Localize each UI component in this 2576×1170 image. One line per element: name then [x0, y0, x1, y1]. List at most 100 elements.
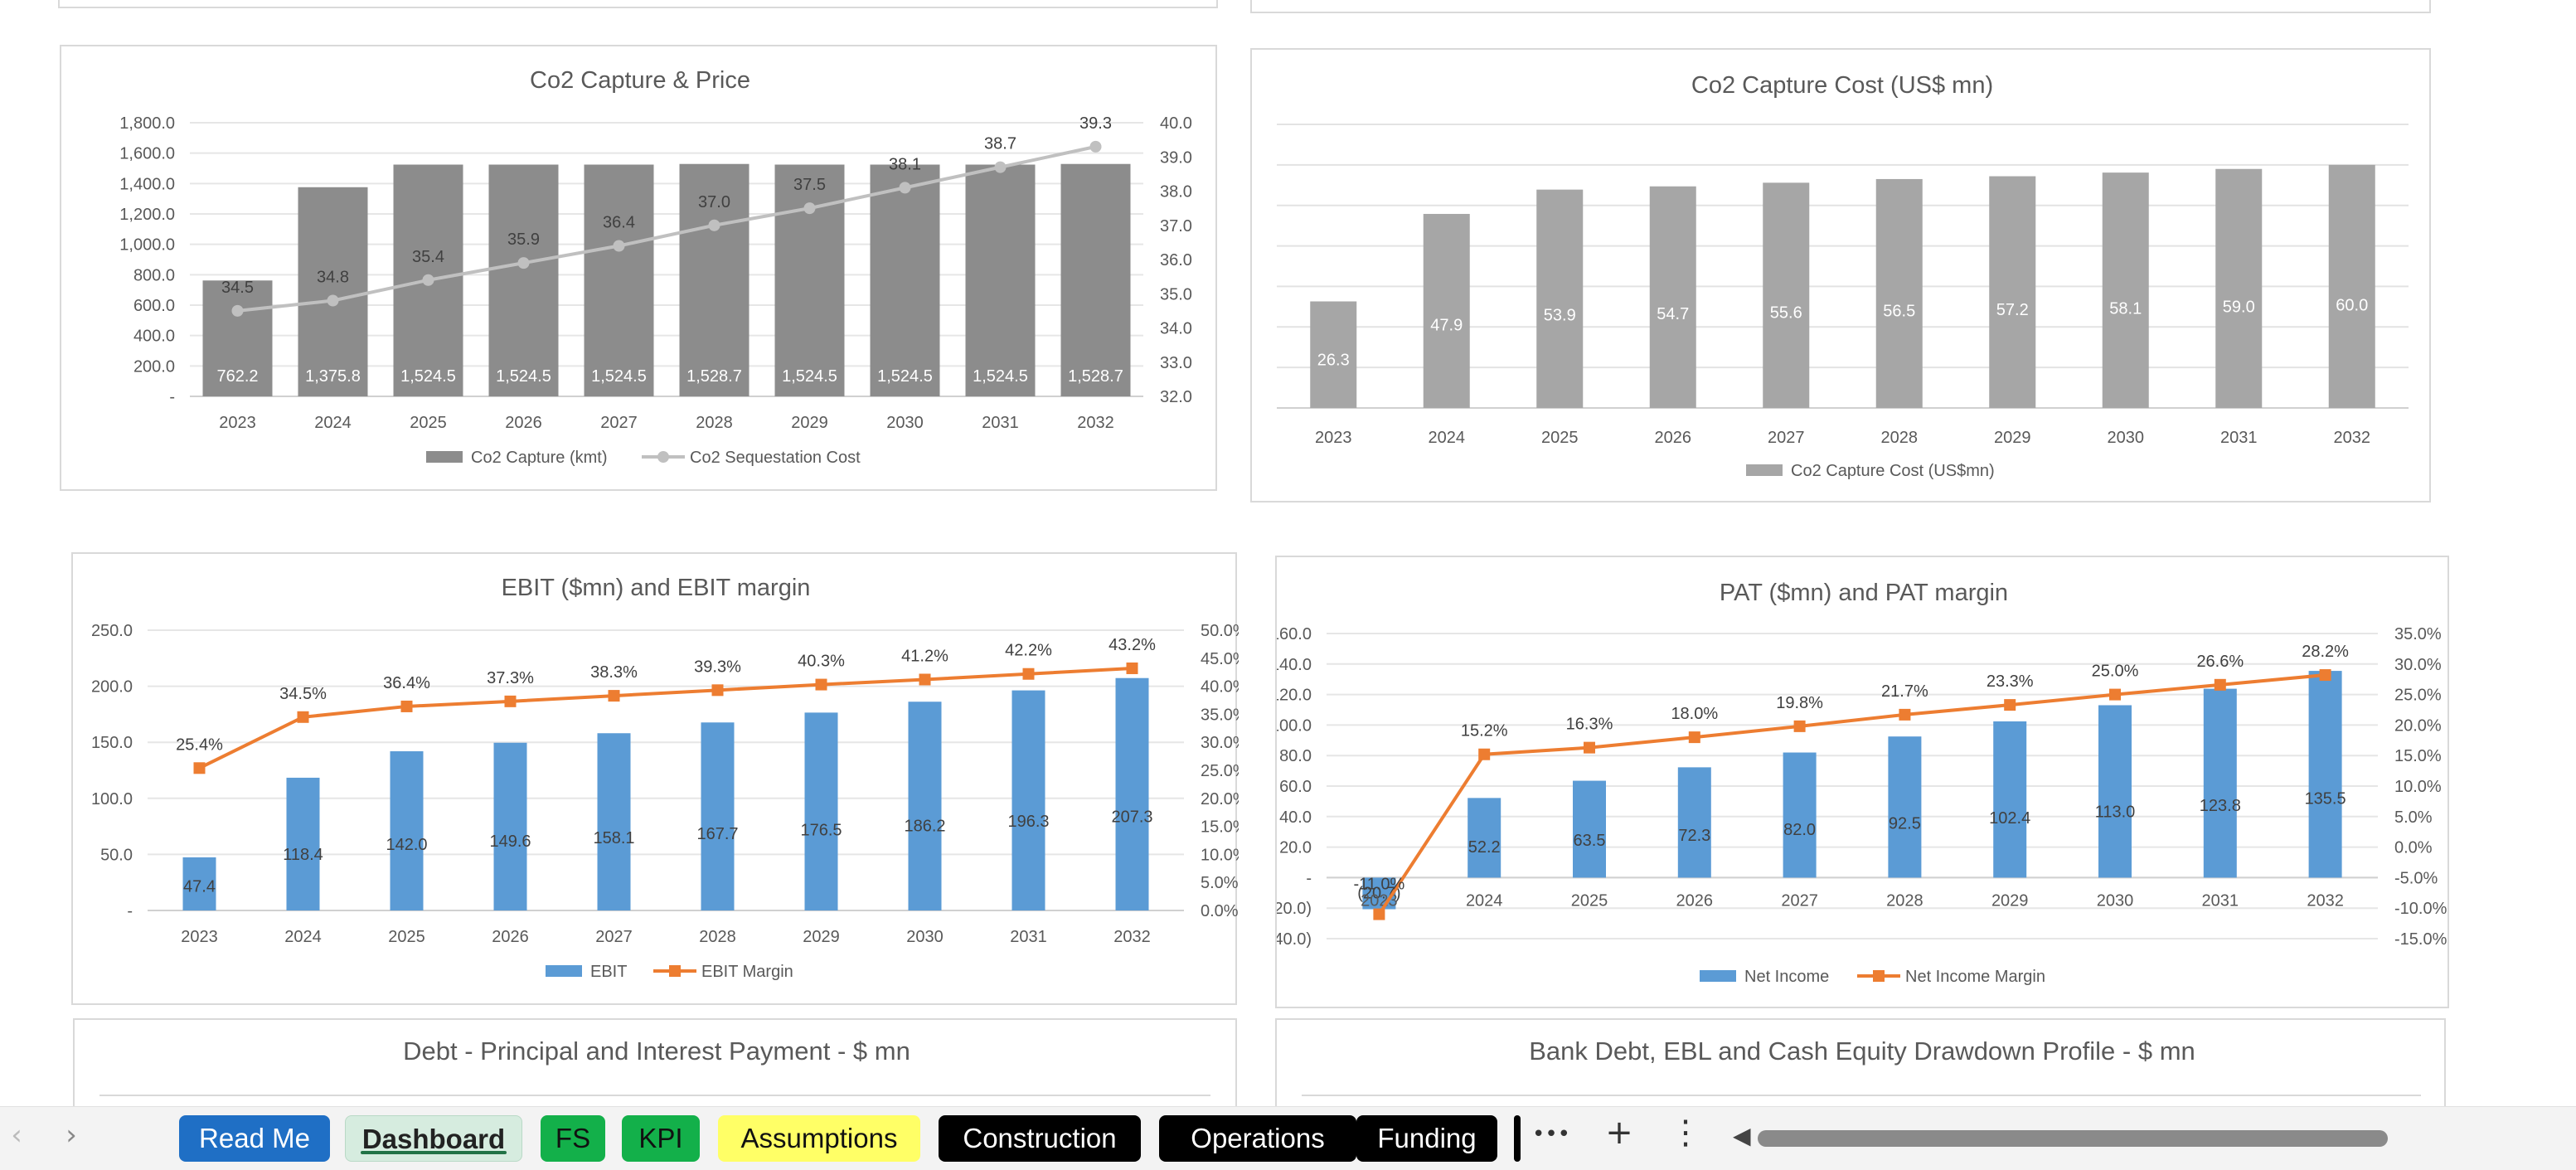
line-data-label: 36.4% — [383, 674, 430, 692]
bar-data-label: 26.3 — [1317, 352, 1350, 370]
bar — [2328, 164, 2375, 408]
bar-data-label: 149.6 — [489, 833, 531, 851]
series-line — [198, 666, 1133, 770]
y2-tick-label: 35.0 — [1160, 285, 1192, 303]
y2-tick-label: 40.0 — [1160, 114, 1192, 133]
x-tick-label: 2023 — [1361, 891, 1398, 910]
line-marker — [504, 695, 517, 707]
bar-data-label: 59.0 — [2223, 299, 2255, 317]
line-data-label: 38.1 — [889, 155, 921, 173]
line-data-label: 23.3% — [1987, 672, 2034, 691]
bar-data-label: 58.1 — [2109, 299, 2142, 318]
y2-tick-label: -10.0% — [2394, 900, 2447, 918]
bar-data-label: 1,524.5 — [782, 367, 837, 386]
bar — [1649, 186, 1696, 408]
bar — [286, 777, 320, 910]
bar — [1677, 767, 1711, 878]
line-marker — [1022, 668, 1035, 680]
bar-data-label: 57.2 — [1996, 301, 2029, 319]
y2-tick-label: 45.0% — [1201, 650, 1239, 668]
bar — [870, 164, 940, 396]
x-tick-label: 2024 — [1466, 891, 1503, 910]
line-data-label: 21.7% — [1881, 682, 1928, 701]
tab-funding[interactable]: Funding — [1356, 1115, 1497, 1162]
line-marker — [2109, 688, 2121, 701]
x-tick-label: 2032 — [2334, 429, 2371, 447]
line-data-label: 28.2% — [2302, 643, 2349, 661]
line-marker — [815, 678, 827, 691]
tab-construction[interactable]: Construction — [939, 1115, 1141, 1162]
y2-tick-label: 40.0% — [1201, 678, 1239, 697]
bar — [2215, 168, 2263, 408]
tab-assumptions[interactable]: Assumptions — [718, 1115, 920, 1162]
series-line — [237, 144, 1096, 313]
tab-kpi[interactable]: KPI — [622, 1115, 700, 1162]
x-tick-label: 2027 — [1768, 429, 1805, 447]
line-marker — [231, 304, 244, 317]
bar-data-label: 142.0 — [386, 836, 427, 854]
bar-data-label: 102.4 — [1989, 809, 2030, 828]
add-sheet-icon[interactable]: + — [1605, 1114, 1633, 1152]
bar — [1989, 176, 2036, 408]
bar — [908, 702, 942, 910]
horizontal-scrollbar[interactable]: ◀ — [1733, 1122, 2562, 1150]
x-tick-label: 2026 — [1676, 891, 1714, 910]
line-marker — [2214, 678, 2226, 691]
bar — [488, 164, 559, 396]
line-marker — [1126, 662, 1138, 674]
active-tab-indicator — [361, 1151, 507, 1154]
line-data-label: 26.6% — [2196, 653, 2244, 671]
y-tick-label: - — [1306, 869, 1312, 887]
sheet-options-icon[interactable]: ⋮ — [1669, 1114, 1702, 1152]
scroll-left-icon[interactable]: ◀ — [1733, 1122, 1751, 1149]
legend-label: Net Income — [1744, 968, 1829, 986]
line-data-label: 25.4% — [176, 735, 223, 754]
bar — [298, 187, 368, 396]
line-marker — [2319, 669, 2331, 682]
bar-data-label: 167.7 — [696, 825, 738, 843]
co2-capture-cost-chart[interactable]: Co2 Capture Cost (US$ mn) 26.3 47.9 53.9 54.… — [1250, 48, 2431, 502]
chart-plot: EBIT ($mn) and EBIT margin - 50.0 100.0 150.… — [91, 575, 1239, 981]
tab-label: Dashboard — [361, 1124, 506, 1154]
line-data-label: 15.2% — [1461, 722, 1508, 740]
line-marker — [2004, 699, 2016, 711]
legend-marker — [657, 451, 669, 463]
scrollbar-thumb[interactable] — [1758, 1130, 2388, 1147]
pat-chart[interactable]: PAT ($mn) and PAT margin (40.0) (20.0) - 20.… — [1275, 556, 2449, 1008]
bar-data-label: 92.5 — [1889, 815, 1921, 833]
x-tick-label: 2032 — [1077, 414, 1114, 432]
y-tick-label: 250.0 — [91, 622, 133, 640]
bar-data-label: 53.9 — [1544, 307, 1576, 325]
tab-fs[interactable]: FS — [541, 1115, 605, 1162]
prev-sheet-arrow[interactable]: ‹ — [11, 1119, 22, 1152]
bar — [1060, 163, 1131, 396]
line-marker — [711, 684, 724, 697]
line-data-label: 39.3% — [694, 658, 741, 676]
tab-operations[interactable]: Operations — [1159, 1115, 1356, 1162]
next-sheet-arrow[interactable]: › — [65, 1119, 77, 1152]
bar — [679, 163, 750, 396]
y-tick-label: 1,200.0 — [119, 206, 175, 224]
bar — [597, 733, 631, 910]
ebit-chart[interactable]: EBIT ($mn) and EBIT margin - 50.0 100.0 150.… — [71, 552, 1239, 1005]
line-marker — [517, 257, 530, 269]
legend-label: EBIT Margin — [701, 963, 793, 981]
chart-title: PAT ($mn) and PAT margin — [1720, 580, 2008, 606]
y-tick-label: 100.0 — [1277, 716, 1312, 735]
tab-hidden-partial[interactable] — [1514, 1115, 1521, 1162]
bar — [1011, 690, 1045, 910]
line-data-label: 25.0% — [2092, 663, 2139, 681]
chart-plot: Co2 Capture Cost (US$ mn) 26.3 47.9 53.9 54.… — [1277, 72, 2409, 480]
bar — [774, 164, 845, 396]
bar — [701, 722, 735, 910]
co2-capture-price-chart[interactable]: Co2 Capture & Price - 200.0 400.0 600.0 800.0… — [60, 45, 1217, 491]
bar-data-label: 186.2 — [904, 817, 945, 835]
sheet-tab-bar: ‹ › Read Me Dashboard FS KPI Assumptions… — [0, 1106, 2576, 1170]
y-tick-label: 140.0 — [1277, 656, 1312, 674]
more-sheets-icon[interactable]: ••• — [1531, 1122, 1570, 1147]
legend-swatch — [546, 965, 582, 977]
tab-read-me[interactable]: Read Me — [179, 1115, 330, 1162]
y-tick-label: 400.0 — [133, 328, 175, 346]
tab-dashboard[interactable]: Dashboard — [345, 1115, 522, 1162]
line-marker — [608, 690, 620, 702]
